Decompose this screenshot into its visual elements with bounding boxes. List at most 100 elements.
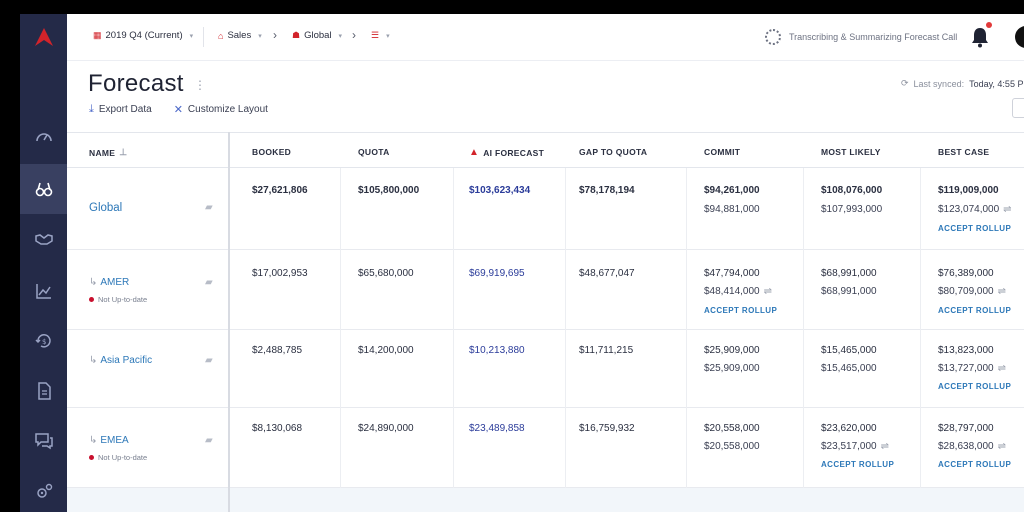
booked-value: $17,002,953 — [252, 268, 308, 279]
nav-forecast[interactable] — [20, 164, 67, 214]
column-divider — [340, 168, 341, 488]
commit-value[interactable]: $94,261,000 — [704, 185, 760, 196]
best-case-value[interactable]: $119,009,000 — [938, 185, 999, 196]
table-footer-band — [67, 488, 1024, 512]
download-icon: ⤓ — [89, 103, 94, 115]
commit-value[interactable]: $20,558,000 — [704, 423, 760, 434]
best-case-rollup-value: $28,638,000 — [938, 441, 994, 452]
ai-forecast-value[interactable]: $10,213,880 — [469, 345, 525, 356]
nav-reports[interactable] — [20, 366, 67, 416]
handshake-icon — [34, 234, 53, 245]
booked-value: $2,488,785 — [252, 345, 303, 356]
period-selector[interactable]: ▦ 2019 Q4 (Current) ▾ — [93, 30, 193, 41]
commit-rollup-value: $20,558,000 — [704, 441, 760, 452]
header-label: COMMIT — [704, 147, 741, 157]
column-header-best-case[interactable]: BEST CASE — [938, 147, 989, 157]
commit-value[interactable]: $47,794,000 — [704, 268, 760, 279]
comment-icon[interactable]: ▰ — [205, 435, 213, 446]
header-label: NAME — [89, 147, 116, 158]
header-label: GAP TO QUOTA — [579, 147, 648, 157]
list-icon: ☰ — [371, 30, 380, 40]
accept-rollup-button[interactable]: ACCEPT ROLLUP — [938, 460, 1012, 469]
status-label: Not Up-to-date — [98, 453, 148, 462]
most-likely-value[interactable]: $15,465,000 — [821, 345, 877, 356]
region-selector[interactable]: ☗ Global ▾ — [292, 30, 342, 41]
chevron-down-icon: ▾ — [386, 32, 390, 40]
row-name-link[interactable]: Global — [89, 202, 123, 214]
page-actions: ⤓ Export Data ✕ Customize Layout — [89, 103, 268, 116]
row-name-link[interactable]: ↳ EMEA — [89, 435, 129, 446]
accept-rollup-button[interactable]: ACCEPT ROLLUP — [704, 306, 778, 315]
table-row: ↳ EMEA Not Up-to-date ▰ $8,130,068 $24,89… — [67, 408, 1024, 488]
customize-label: Customize Layout — [187, 104, 268, 115]
pin-icon[interactable]: ⊥ — [119, 147, 128, 157]
column-header-name[interactable]: NAME ⊥ — [89, 147, 127, 158]
status-label: Not Up-to-date — [98, 295, 148, 304]
notification-badge — [986, 22, 992, 28]
region-label: Global — [304, 30, 332, 41]
refresh-dollar-icon: $ — [34, 334, 51, 348]
customize-layout-button[interactable]: ✕ Customize Layout — [174, 103, 268, 116]
most-likely-value[interactable]: $23,620,000 — [821, 423, 877, 434]
commit-value[interactable]: $25,909,000 — [704, 345, 760, 356]
best-case-rollup: $28,638,000 ⇌ — [938, 441, 1006, 452]
column-divider — [453, 168, 454, 488]
best-case-value[interactable]: $13,823,000 — [938, 345, 994, 356]
export-data-button[interactable]: ⤓ Export Data — [89, 103, 152, 116]
row-name-link[interactable]: ↳ AMER — [89, 277, 129, 288]
screen-frame-top — [0, 0, 1024, 14]
list-view-selector[interactable]: ☰ ▾ — [371, 30, 390, 41]
most-likely-rollup: $23,517,000 ⇌ — [821, 441, 889, 452]
accept-rollup-button[interactable]: ACCEPT ROLLUP — [938, 382, 1012, 391]
screen-frame-left — [0, 0, 20, 512]
booked-value: $27,621,806 — [252, 185, 308, 196]
sync-icon[interactable]: ⟳ — [901, 78, 909, 88]
sync-value: Today, 4:55 P — [969, 78, 1024, 89]
panel-toggle-button[interactable] — [1012, 98, 1024, 118]
chevron-down-icon: ▾ — [338, 32, 343, 40]
more-vertical-icon[interactable]: ⋮ — [194, 78, 206, 92]
best-case-value[interactable]: $76,389,000 — [938, 268, 994, 279]
svg-text:$: $ — [42, 338, 46, 346]
most-likely-value[interactable]: $68,991,000 — [821, 268, 877, 279]
nav-deals[interactable] — [20, 214, 67, 264]
gap-value: $48,677,047 — [579, 268, 635, 279]
hierarchy-icon: ☗ — [292, 30, 301, 40]
best-case-value[interactable]: $28,797,000 — [938, 423, 994, 434]
bell-icon[interactable] — [970, 26, 990, 48]
accept-rollup-button[interactable]: ACCEPT ROLLUP — [821, 460, 895, 469]
status-badge: Not Up-to-date — [89, 453, 147, 462]
ai-forecast-value[interactable]: $23,489,858 — [469, 423, 525, 434]
nav-settings[interactable] — [20, 466, 67, 512]
binoculars-icon — [35, 182, 52, 197]
column-header-most-likely[interactable]: MOST LIKELY — [821, 147, 881, 157]
team-selector[interactable]: ⌂ Sales ▾ — [218, 30, 262, 41]
column-header-quota[interactable]: QUOTA — [358, 147, 390, 157]
status-dot-icon — [89, 297, 94, 302]
nav-conversations[interactable] — [20, 416, 67, 466]
table-header: NAME ⊥ BOOKED QUOTA ▲ AI FORECAST GAP TO… — [67, 132, 1024, 168]
column-header-ai-forecast[interactable]: ▲ AI FORECAST — [469, 147, 544, 158]
last-synced: ⟳ Last synced: Today, 4:55 P — [901, 78, 1023, 89]
nav-analytics[interactable] — [20, 266, 67, 316]
nav-dashboard[interactable] — [20, 112, 67, 162]
avatar[interactable] — [1015, 26, 1024, 48]
breadcrumb-chevron-icon: › — [273, 28, 277, 42]
comment-icon[interactable]: ▰ — [205, 202, 213, 213]
column-header-commit[interactable]: COMMIT — [704, 147, 740, 157]
status-dot-icon — [89, 455, 94, 460]
column-header-booked[interactable]: BOOKED — [252, 147, 291, 157]
column-header-gap[interactable]: GAP TO QUOTA — [579, 147, 647, 157]
nav-pipeline[interactable]: $ — [20, 316, 67, 366]
best-case-rollup-value: $13,727,000 — [938, 363, 994, 374]
ai-forecast-value[interactable]: $103,623,434 — [469, 185, 531, 196]
ai-forecast-value[interactable]: $69,919,695 — [469, 268, 525, 279]
accept-rollup-button[interactable]: ACCEPT ROLLUP — [938, 224, 1012, 233]
swap-icon: ⇌ — [880, 441, 890, 452]
accept-rollup-button[interactable]: ACCEPT ROLLUP — [938, 306, 1012, 315]
most-likely-value[interactable]: $108,076,000 — [821, 185, 883, 196]
logo-arrow-icon[interactable] — [33, 26, 55, 48]
comment-icon[interactable]: ▰ — [205, 355, 213, 366]
comment-icon[interactable]: ▰ — [205, 277, 213, 288]
row-name-link[interactable]: ↳ Asia Pacific — [89, 355, 152, 366]
